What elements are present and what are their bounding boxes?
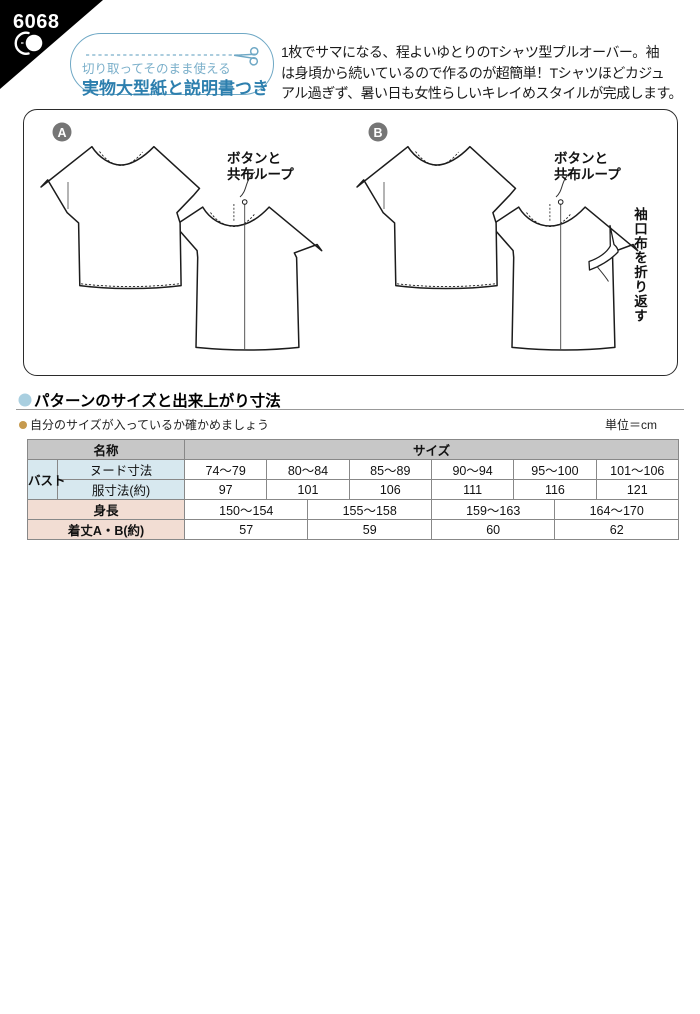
- svg-text:A: A: [57, 126, 66, 140]
- svg-text:B: B: [373, 126, 382, 140]
